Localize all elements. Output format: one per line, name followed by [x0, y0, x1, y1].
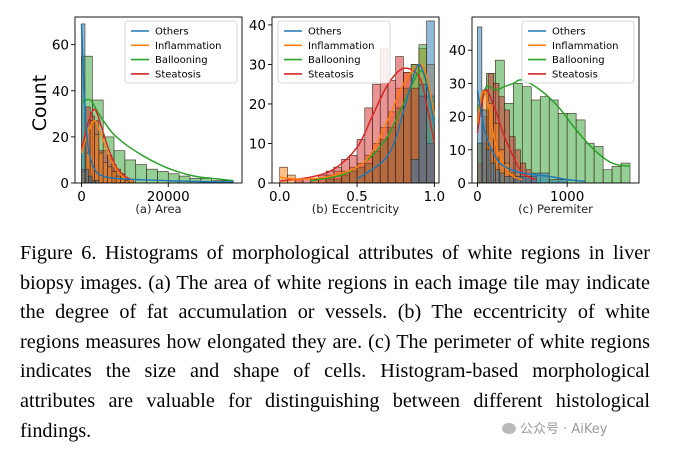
bar-ballooning: [548, 99, 559, 183]
kde-curve-steatosis: [80, 108, 134, 182]
plot-area: [80, 23, 234, 183]
kde-curve-others: [356, 63, 436, 180]
bar-ballooning: [557, 112, 568, 183]
kde-curve-others: [476, 89, 586, 183]
bar-inflammation: [111, 171, 117, 183]
bar-others: [486, 149, 492, 183]
bar-others: [490, 162, 496, 183]
kde-curve-ballooning: [81, 98, 234, 182]
panel-area: 0 20 40 60 0 20000(a) Area Others Inflammation B…: [52, 16, 243, 216]
x-tick-label: 1000: [550, 189, 584, 205]
legend-label-ballooning: Ballooning: [552, 55, 605, 66]
y-tick-label: 20: [449, 110, 466, 126]
legend: Others Inflammation Ballooning Steatosis: [521, 20, 635, 84]
legend-label-others: Others: [308, 27, 342, 38]
plot-area: [476, 26, 631, 183]
watermark: 公众号 · AiKey: [502, 418, 607, 437]
legend: Others Inflammation Ballooning Steatosis: [277, 20, 391, 84]
x-tick-label: 1.0: [424, 189, 445, 205]
panel-caption: (a) Area: [135, 202, 181, 216]
panel-caption: (b) Eccentricity: [312, 202, 400, 216]
panel-perimeter: 0 10 20 30 40 0 1000(c) Peremiter Others Inflamm…: [449, 16, 640, 216]
legend-label-inflammation: Inflammation: [308, 41, 374, 52]
bar-others: [95, 180, 100, 183]
legend-label-steatosis: Steatosis: [552, 70, 598, 81]
bar-inflammation: [102, 161, 108, 183]
bar-inflammation: [107, 166, 113, 183]
y-tick-label: 20: [249, 97, 266, 113]
bar-inflammation: [115, 175, 121, 183]
legend-label-others: Others: [552, 27, 586, 38]
bar-ballooning: [611, 166, 622, 183]
bar-others: [504, 176, 514, 183]
panel-caption: (c) Peremiter: [518, 202, 593, 216]
bar-others: [88, 175, 93, 183]
legend-box: [277, 20, 391, 84]
bar-others: [548, 179, 568, 183]
y-tick-label: 20: [52, 130, 69, 146]
y-tick-label: 40: [449, 43, 466, 59]
y-tick-label: 0: [60, 176, 69, 192]
panel-eccentricity: 0 10 20 30 40 0.0 0.5 1.0 (b) Eccentricity Others…: [249, 16, 445, 216]
legend: Others Inflammation Ballooning Steatosis: [124, 20, 238, 84]
x-tick-label: 20000: [147, 189, 190, 205]
y-tick-label: 60: [52, 38, 69, 54]
axes-frame: [471, 16, 640, 184]
legend-label-inflammation: Inflammation: [552, 41, 618, 52]
y-tick-label: 40: [52, 84, 69, 100]
kde-curve-steatosis: [476, 89, 537, 181]
legend-label-steatosis: Steatosis: [155, 70, 201, 81]
bar-inflammation: [89, 120, 95, 183]
bar-inflammation: [98, 152, 104, 183]
y-tick-label: 30: [449, 76, 466, 92]
x-tick-label: 0: [77, 189, 86, 205]
y-axis-label: Count: [29, 75, 51, 131]
wechat-icon: [502, 423, 516, 434]
kde-curve-ballooning: [476, 79, 631, 168]
watermark-text: 公众号 · AiKey: [520, 422, 608, 437]
legend-label-steatosis: Steatosis: [308, 70, 354, 81]
axes-frame: [74, 16, 243, 184]
y-tick-label: 10: [249, 136, 266, 152]
x-tick-label: 0.5: [346, 189, 367, 205]
plot-area: [279, 20, 436, 183]
bar-ballooning: [575, 119, 586, 183]
kde-curve-steatosis: [279, 67, 436, 182]
bar-others: [495, 169, 501, 183]
legend-label-ballooning: Ballooning: [155, 55, 208, 66]
legend-label-others: Others: [155, 27, 189, 38]
legend-box: [521, 20, 635, 84]
legend-box: [124, 20, 238, 84]
legend-label-ballooning: Ballooning: [308, 55, 361, 66]
kde-curve-inflammation: [279, 63, 436, 180]
bar-ballooning: [620, 162, 631, 183]
kde-curve-inflammation: [476, 90, 523, 181]
bar-ballooning: [539, 96, 550, 183]
legend-label-inflammation: Inflammation: [155, 41, 221, 52]
bar-others: [481, 109, 487, 183]
y-tick-label: 0: [257, 176, 266, 192]
x-tick-label: 0.0: [269, 189, 290, 205]
kde-curve-others: [80, 23, 234, 183]
bar-ballooning: [602, 169, 613, 183]
bar-steatosis: [387, 79, 397, 183]
y-tick-label: 30: [249, 57, 266, 73]
bar-others: [410, 158, 420, 183]
y-tick-label: 10: [449, 143, 466, 159]
y-tick-label: 0: [457, 176, 466, 192]
y-tick-label: 40: [249, 18, 266, 34]
kde-curve-inflammation: [80, 120, 134, 182]
bar-others: [499, 172, 505, 183]
figure-caption: Figure 6. Histograms of morphological at…: [20, 242, 650, 442]
x-tick-label: 0: [473, 189, 482, 205]
bar-ballooning: [530, 99, 541, 183]
bar-inflammation: [94, 134, 100, 183]
bar-others: [84, 168, 89, 183]
axes-frame: [271, 16, 440, 184]
